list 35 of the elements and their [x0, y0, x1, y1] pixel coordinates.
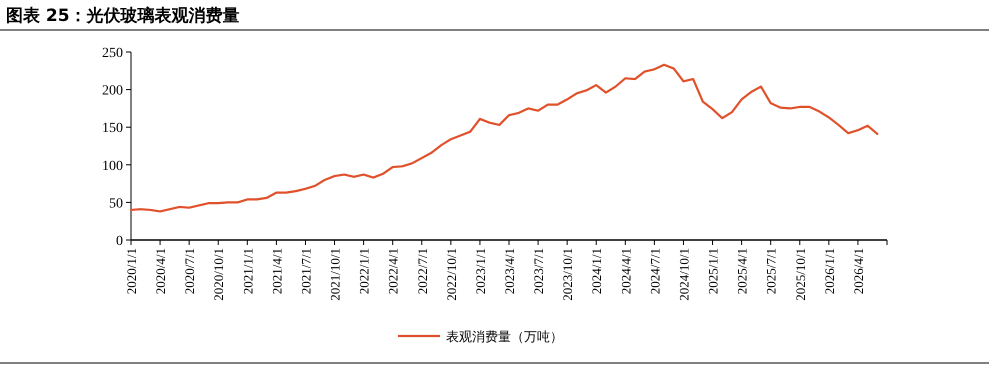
y-tick-label: 100: [102, 158, 123, 174]
x-tick-label: 2026/1/1: [822, 248, 837, 294]
x-tick-label: 2023/7/1: [531, 248, 546, 294]
x-tick-label: 2021/7/1: [298, 248, 314, 294]
y-tick-label: 50: [109, 196, 123, 212]
x-tick-label: 2024/4/1: [618, 248, 634, 294]
x-tick-label: 2024/7/1: [647, 248, 662, 294]
y-tick-label: 0: [116, 234, 123, 249]
x-tick-label: 2022/4/1: [386, 248, 401, 294]
y-tick-label: 200: [102, 84, 123, 99]
chart-title: 图表 25：光伏玻璃表观消费量: [6, 6, 240, 26]
x-tick-label: 2024/10/1: [676, 248, 692, 301]
x-tick-label: 2020/7/1: [182, 248, 198, 294]
x-tick-label: 2022/10/1: [444, 248, 459, 301]
x-tick-label: 2023/1/1: [472, 248, 488, 294]
x-tick-label: 2023/4/1: [502, 248, 517, 294]
x-tick-label: 2020/10/1: [211, 248, 226, 301]
x-tick-label: 2022/7/1: [414, 248, 430, 294]
x-tick-label: 2021/1/1: [240, 248, 256, 294]
x-tick-label: 2023/10/1: [560, 248, 576, 301]
line-series: [130, 64, 878, 213]
x-tick-label: 2020/1/1: [124, 248, 139, 294]
legend-label: 表观消费量（万吨）: [446, 329, 563, 344]
y-tick-label: 150: [102, 121, 123, 136]
x-tick-label: 2025/4/1: [734, 248, 750, 294]
x-tick-label: 2025/10/1: [792, 248, 808, 301]
x-tick-label: 2021/4/1: [269, 248, 284, 294]
x-tick-label: 2025/7/1: [764, 248, 779, 294]
x-tick-label: 2021/10/1: [328, 248, 343, 301]
y-tick-label: 250: [102, 46, 123, 61]
x-tick-label: 2026/4/1: [850, 248, 866, 294]
x-tick-label: 2020/4/1: [153, 248, 168, 294]
x-tick-label: 2025/1/1: [706, 248, 721, 294]
x-tick-label: 2024/1/1: [589, 248, 604, 294]
x-tick-label: 2022/1/1: [356, 248, 372, 294]
